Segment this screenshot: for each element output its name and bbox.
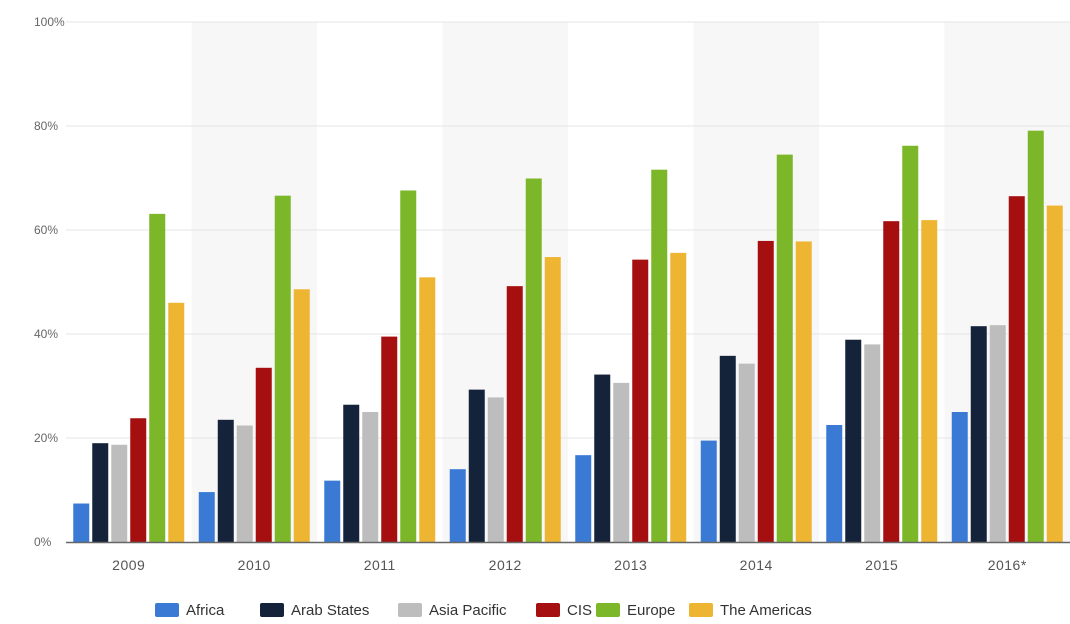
bar-arab-states-2009 — [92, 443, 108, 542]
y-tick-label: 60% — [34, 223, 58, 237]
bar-cis-2010 — [256, 368, 272, 542]
bar-cis-2013 — [632, 260, 648, 542]
legend-item: The Americas — [689, 602, 812, 619]
bar-africa-2010 — [199, 492, 215, 542]
legend-label: Asia Pacific — [429, 602, 507, 619]
legend-item: Arab States — [260, 602, 369, 619]
x-tick-label: 2015 — [865, 557, 898, 573]
x-tick-label: 2012 — [489, 557, 522, 573]
x-tick-label: 2013 — [614, 557, 647, 573]
bar-asia-pacific-2012 — [488, 397, 504, 542]
x-tick-label: 2016* — [988, 557, 1027, 573]
legend-label: Arab States — [291, 602, 369, 619]
bar-africa-2009 — [73, 504, 89, 542]
x-axis-labels: 2009 2010 2011 2012 2013 2014 2015 2016* — [112, 557, 1027, 573]
bar-africa-2013 — [575, 455, 591, 542]
group-bands — [192, 22, 1070, 542]
legend-label: Europe — [627, 602, 675, 619]
bar-africa-2012 — [450, 469, 466, 542]
bar-europe-2010 — [275, 196, 291, 542]
y-axis-labels: 0% 20% 40% 60% 80% 100% — [34, 15, 65, 549]
bar-the-americas-2010 — [294, 289, 310, 542]
y-tick-label: 0% — [34, 535, 52, 549]
bar-africa-2016 — [952, 412, 968, 542]
legend-label: Africa — [186, 602, 225, 619]
legend-item: Africa — [155, 602, 225, 619]
bar-arab-states-2012 — [469, 390, 485, 542]
y-tick-label: 20% — [34, 431, 58, 445]
bar-arab-states-2014 — [720, 356, 736, 542]
bar-cis-2011 — [381, 337, 397, 542]
bar-the-americas-2013 — [670, 253, 686, 542]
bar-arab-states-2015 — [845, 340, 861, 542]
bar-africa-2014 — [701, 441, 717, 542]
legend-swatch — [260, 603, 284, 617]
x-tick-label: 2014 — [740, 557, 773, 573]
x-tick-label: 2009 — [112, 557, 145, 573]
bar-asia-pacific-2009 — [111, 445, 127, 542]
bar-asia-pacific-2015 — [864, 344, 880, 542]
legend-label: The Americas — [720, 602, 812, 619]
bar-europe-2009 — [149, 214, 165, 542]
bar-arab-states-2016 — [971, 326, 987, 542]
bar-europe-2015 — [902, 146, 918, 542]
legend: Africa Arab States Asia Pacific CIS Europe Th… — [155, 602, 812, 619]
x-tick-label: 2010 — [238, 557, 271, 573]
bar-the-americas-2016 — [1047, 206, 1063, 542]
bar-asia-pacific-2010 — [237, 426, 253, 542]
bar-europe-2014 — [777, 155, 793, 542]
legend-swatch — [689, 603, 713, 617]
y-tick-label: 100% — [34, 15, 65, 29]
bar-europe-2011 — [400, 190, 416, 542]
bar-africa-2011 — [324, 481, 340, 542]
x-tick-label: 2011 — [364, 557, 396, 573]
bar-arab-states-2010 — [218, 420, 234, 542]
bar-cis-2015 — [883, 221, 899, 542]
bar-asia-pacific-2013 — [613, 383, 629, 542]
legend-item: CIS — [536, 602, 592, 619]
y-tick-label: 40% — [34, 327, 58, 341]
bar-asia-pacific-2016 — [990, 325, 1006, 542]
bar-arab-states-2011 — [343, 405, 359, 542]
legend-swatch — [536, 603, 560, 617]
bar-cis-2014 — [758, 241, 774, 542]
legend-swatch — [596, 603, 620, 617]
legend-swatch — [155, 603, 179, 617]
bar-europe-2013 — [651, 170, 667, 542]
bar-cis-2012 — [507, 286, 523, 542]
bar-arab-states-2013 — [594, 375, 610, 542]
bar-the-americas-2014 — [796, 241, 812, 542]
bar-the-americas-2012 — [545, 257, 561, 542]
bar-the-americas-2011 — [419, 277, 435, 542]
bar-europe-2012 — [526, 179, 542, 542]
bar-cis-2016 — [1009, 196, 1025, 542]
legend-label: CIS — [567, 602, 592, 619]
bar-asia-pacific-2011 — [362, 412, 378, 542]
legend-swatch — [398, 603, 422, 617]
legend-item: Europe — [596, 602, 675, 619]
bar-cis-2009 — [130, 418, 146, 542]
bar-africa-2015 — [826, 425, 842, 542]
bar-the-americas-2009 — [168, 303, 184, 542]
bar-the-americas-2015 — [921, 220, 937, 542]
y-tick-label: 80% — [34, 119, 58, 133]
legend-item: Asia Pacific — [398, 602, 507, 619]
bar-europe-2016 — [1028, 131, 1044, 542]
bar-asia-pacific-2014 — [739, 364, 755, 542]
